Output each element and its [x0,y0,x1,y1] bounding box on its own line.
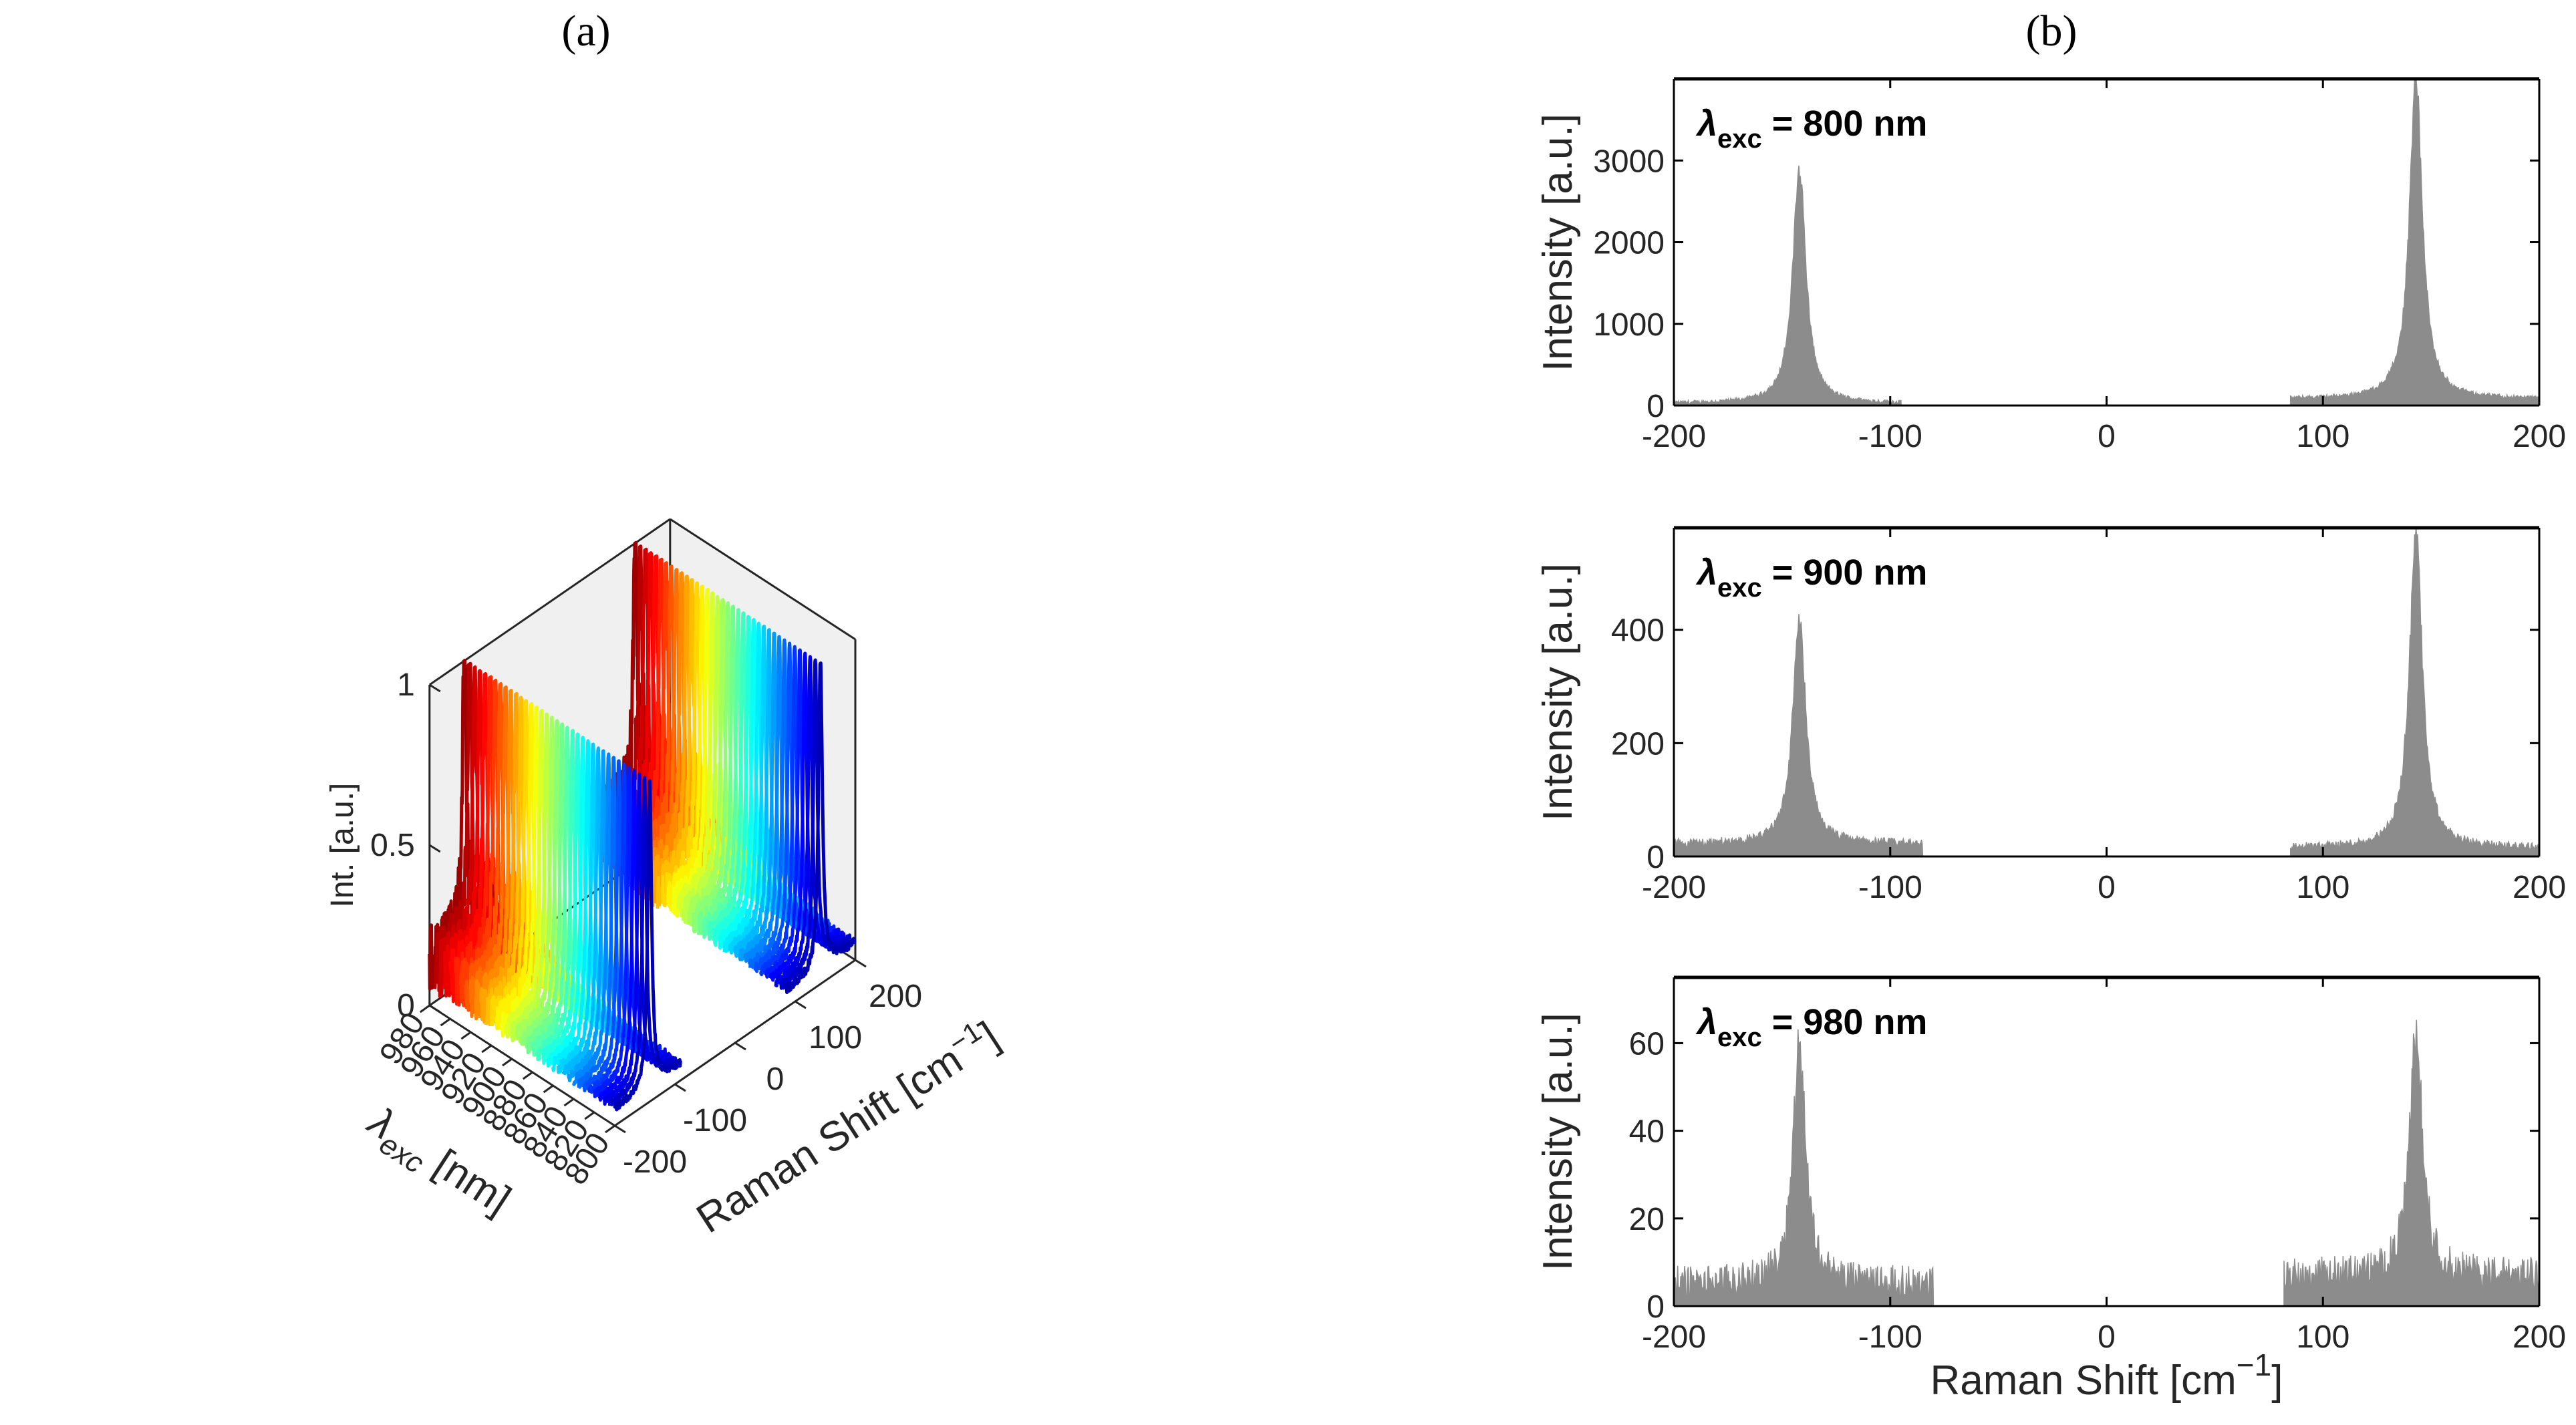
spectrum-area [2283,1019,2540,1307]
y-tick-label: 200 [1611,726,1665,762]
x-tick-label: -200 [1642,870,1706,905]
x-tick-label: 200 [2513,870,2566,905]
raman-tick [855,959,867,968]
y-tick-label: 1000 [1593,307,1665,343]
wavelength-axis-line [428,1004,615,1127]
raman-tick [614,1124,626,1134]
raman-tick [674,1083,686,1092]
x-tick-label: 100 [2296,1319,2349,1355]
raman-tick [734,1042,746,1051]
y-tick-label: 40 [1629,1114,1665,1150]
y-tick-label: 3000 [1593,144,1665,179]
x-tick-label: 200 [2513,419,2566,454]
wavelength-tick [563,1098,575,1107]
y-tick-label: 0 [1647,840,1665,875]
spectrum-trace [613,779,682,1112]
x-tick-label: -100 [1858,419,1922,454]
wavelength-tick [481,1044,492,1054]
box-edge [428,518,671,686]
spectrum-trace [779,658,852,990]
spectrum-trace [607,776,678,1106]
z-tick [429,844,441,853]
y-axis-label: Intensity [a.u.] [1535,563,1581,821]
x-tick-label: 0 [2098,419,2116,454]
wavelength-tick [584,1111,595,1120]
excitation-annotation: λexc = 900 nm [1695,552,1927,603]
wavelength-tick [460,1031,472,1040]
y-tick-label: 20 [1629,1202,1665,1237]
box-edge [669,518,856,641]
raman-tick-label: 200 [869,979,922,1014]
z-tick [429,683,441,693]
spectrum-trace [774,655,847,987]
excitation-annotation: λexc = 980 nm [1695,1002,1927,1052]
wavelength-tick [522,1071,533,1080]
raman-tick-label: 0 [766,1062,784,1097]
raman-tick-label: 100 [809,1020,862,1056]
z-tick-label: 0 [397,988,415,1023]
wavelength-tick [440,1017,451,1027]
panel-label-a: (a) [561,7,610,55]
raman-tick [795,1000,807,1009]
z-tick [429,1004,441,1013]
spectrum-area [2289,78,2540,406]
x-tick-label: 100 [2296,870,2349,905]
spectrum-area [2289,527,2540,857]
y-axis-label: Intensity [a.u.] [1535,114,1581,371]
raman-tick-label: -100 [683,1103,747,1138]
wavelength-tick [502,1058,513,1067]
x-tick-label: 0 [2098,1319,2116,1355]
x-tick-label: -100 [1858,1319,1922,1355]
spectrum-plot-980nm: 0 20 40 60 -200 -100 0 100 200 Intensity [a.u.] λe… [1535,975,2566,1404]
wavelength-tick [419,1004,430,1013]
spectrum-plot-800nm: 0 1000 2000 3000 -200 -100 0 100 200 Intensity [a… [1535,77,2566,454]
x-tick-label: -200 [1642,1319,1706,1355]
x-tick-label: 100 [2296,419,2349,454]
spectrum-area [1673,165,1902,406]
x-tick-label: -200 [1642,419,1706,454]
spectrum-area [1673,614,1924,857]
y-tick-label: 0 [1647,389,1665,424]
spectrum-trace [784,661,857,994]
y-tick-label: 0 [1647,1289,1665,1325]
z-axis-label: Int. [a.u.] [325,783,360,908]
panel-label-b: (b) [2026,7,2078,55]
raman-tick-label: -200 [623,1144,687,1180]
x-tick-label: 200 [2513,1319,2566,1355]
y-tick-label: 60 [1629,1026,1665,1062]
wavelength-tick [543,1084,554,1094]
spectrum-plot-900nm: 0 200 400 -200 -100 0 100 200 Intensity [a.u.] λe… [1535,526,2566,905]
excitation-annotation: λexc = 800 nm [1695,104,1927,154]
wavelength-tick [605,1124,615,1134]
y-tick-label: 400 [1611,613,1665,649]
y-axis-label: Intensity [a.u.] [1535,1013,1581,1271]
spectrum-area [1673,1029,1935,1307]
y-tick-label: 2000 [1593,226,1665,261]
z-tick-label: 0.5 [370,828,415,863]
x-axis-label: Raman Shift [cm−1] [1930,1348,2283,1404]
x-tick-label: 0 [2098,870,2116,905]
z-tick-label: 1 [397,667,415,703]
x-tick-label: -100 [1858,870,1922,905]
